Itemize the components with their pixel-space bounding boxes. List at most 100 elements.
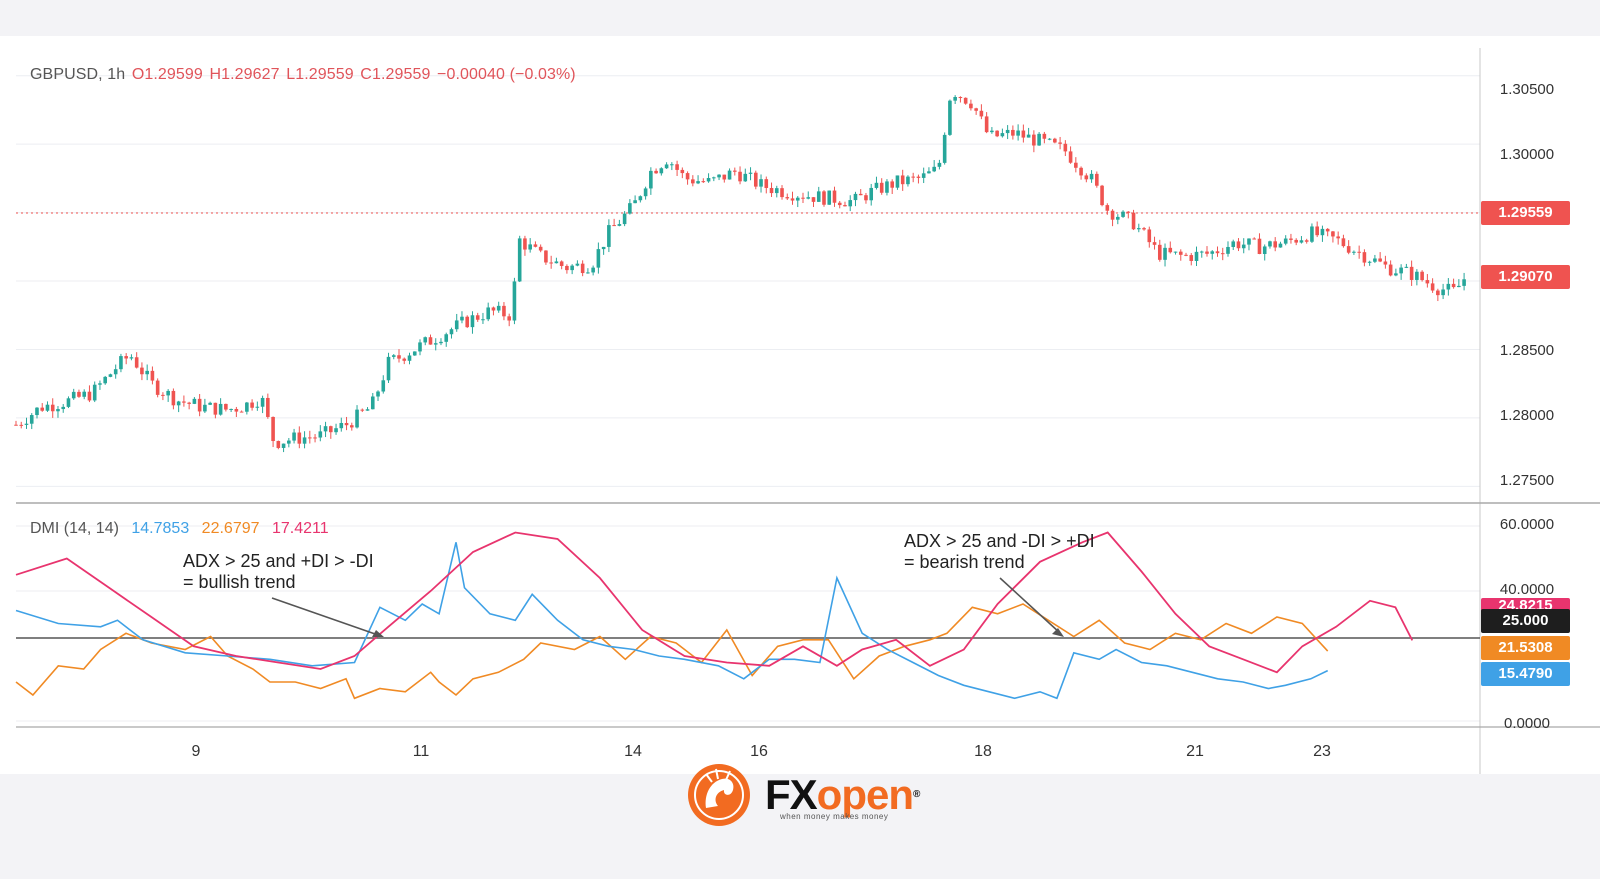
candle [780,185,784,200]
candle [517,235,522,283]
candle [885,179,889,196]
candle [496,301,501,313]
candle [407,352,412,365]
dmi-name[interactable]: DMI (14, 14) [30,520,119,537]
candle [87,385,92,403]
candle [266,393,270,419]
candle [150,366,155,385]
candle [864,192,868,204]
price-tick: 1.30500 [1499,81,1555,98]
candle [391,354,396,360]
candle [1388,260,1393,277]
candle [1199,250,1204,258]
candle [234,406,239,417]
candle [1383,255,1388,269]
candle [1378,252,1382,263]
candle [565,264,569,274]
minus-di-value: 22.6797 [201,520,260,537]
open-value: O1.29599 [131,66,203,83]
candle [192,397,197,405]
candle [449,327,454,339]
candle [1095,171,1099,188]
candle [349,422,354,431]
candle [1121,210,1125,218]
candle [129,354,134,361]
close-value: C1.29559 [360,66,431,83]
candle [559,260,564,270]
candle [591,265,595,276]
candle [649,167,653,195]
candle [1079,166,1083,180]
candle [942,132,947,165]
candle [50,398,55,418]
candle [245,401,249,415]
candle [35,407,39,419]
candle [717,174,721,181]
candle [1299,236,1304,244]
candle [811,197,816,207]
candle [974,107,978,115]
candle [1005,125,1010,140]
candle [1152,236,1157,250]
candle [203,398,207,414]
candle [1220,247,1225,261]
candle [98,380,102,390]
price-tick: 1.28000 [1499,407,1555,424]
dmi-tick: 60.0000 [1499,516,1555,533]
candle [1105,203,1110,215]
bearish-annotation-line2: = bearish trend [904,552,1025,572]
x-tick: 11 [412,743,430,760]
candle [533,241,538,248]
candle [171,388,176,410]
adx-value: 17.4211 [271,520,329,537]
candle [1084,173,1089,183]
brand-tagline: when money makes money [780,812,889,821]
candle [984,112,989,134]
candle [302,431,307,449]
candle [1016,124,1020,141]
candle [822,190,826,207]
candle [680,167,685,179]
candle [979,104,984,120]
candle [1131,209,1136,231]
candle [549,255,553,269]
candle [61,404,66,413]
candle [759,174,763,193]
candle [1273,237,1278,252]
candle [292,428,296,444]
candle [622,211,627,227]
candle [1404,263,1409,269]
x-tick: 21 [1186,743,1204,760]
candle [1451,278,1456,289]
candle [45,401,50,412]
candle [339,417,344,432]
candle [570,264,574,275]
candle [1241,238,1246,254]
candle [103,375,107,385]
candle [1053,137,1057,144]
symbol-label[interactable]: GBPUSD, 1h [30,66,126,83]
candle [182,395,186,407]
candle [229,408,233,413]
candle [439,338,443,346]
bullish-annotation-line1: ADX > 25 and +DI > -DI [183,551,374,571]
candle [1168,241,1173,254]
candle [276,440,281,450]
candle [1032,130,1036,153]
candle [224,403,228,412]
candle [187,401,191,410]
candle [1000,128,1005,138]
candle [1074,157,1078,173]
candle [1136,223,1141,233]
candle [1157,239,1162,262]
candle [990,127,994,134]
candle [239,410,244,413]
candle [1294,238,1298,246]
candle [40,403,45,412]
candle [827,190,832,205]
candle [145,364,149,381]
candle [927,167,931,174]
registered-mark: ® [913,789,920,800]
candle [308,430,312,444]
candle [360,408,365,413]
